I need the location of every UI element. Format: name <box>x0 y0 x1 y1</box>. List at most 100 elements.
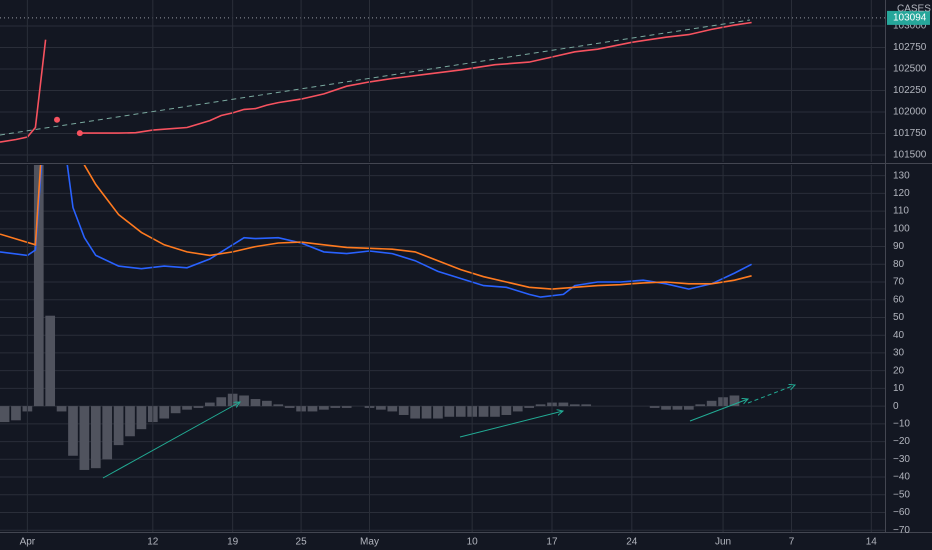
bar <box>45 315 56 407</box>
x-tick-label: Jun <box>715 537 731 548</box>
y-tick-label: −40 <box>893 472 910 483</box>
bar <box>501 406 512 415</box>
y-tick-label: −10 <box>893 418 910 429</box>
bar <box>729 395 740 407</box>
bar <box>444 406 455 417</box>
x-tick-label: 12 <box>147 537 159 548</box>
bar <box>182 406 192 410</box>
bar <box>125 406 135 437</box>
point <box>76 130 83 137</box>
bar <box>113 406 124 446</box>
bar <box>569 404 580 407</box>
bar <box>661 406 671 410</box>
bar <box>706 400 717 407</box>
bar <box>170 406 181 414</box>
arrow <box>459 411 563 438</box>
bar <box>136 406 147 430</box>
y-tick-label: 50 <box>893 312 905 323</box>
bar <box>683 406 694 410</box>
y-tick-label: 103000 <box>893 21 927 32</box>
bar <box>672 406 683 410</box>
y-tick-label: 101750 <box>893 128 927 139</box>
y-tick-label: 60 <box>893 294 905 305</box>
y-tick-label: 130 <box>893 170 910 181</box>
bar <box>193 406 204 408</box>
bar <box>512 406 523 412</box>
y-tick-label: 30 <box>893 348 905 359</box>
x-tick-label: 25 <box>296 537 308 548</box>
grid <box>0 175 885 531</box>
axes: 1015001017501020001022501025001027501030… <box>20 10 930 548</box>
y-tick-label: 110 <box>893 206 909 217</box>
arrow <box>747 385 795 404</box>
bar <box>239 395 249 407</box>
bar <box>410 406 420 419</box>
bar <box>68 406 78 456</box>
bar <box>204 402 215 407</box>
bar <box>455 406 466 417</box>
grid <box>0 25 885 156</box>
bar <box>11 406 21 421</box>
bar <box>56 406 67 412</box>
y-tick-label: 101500 <box>893 150 927 161</box>
arrow <box>689 399 748 422</box>
x-tick-label: Apr <box>20 537 36 548</box>
y-tick-label: −60 <box>893 507 910 518</box>
bar <box>649 406 660 408</box>
bar <box>376 406 386 410</box>
bar <box>398 406 409 415</box>
y-tick-label: 120 <box>893 188 910 199</box>
point <box>54 116 61 123</box>
y-tick-label: 70 <box>893 277 905 288</box>
x-tick-label: 24 <box>626 537 638 548</box>
y-tick-label: 100 <box>893 223 910 234</box>
line <box>0 165 752 298</box>
y-tick-label: 80 <box>893 259 905 270</box>
series-label: CASES <box>897 4 931 15</box>
last-value-label: 103094 <box>893 13 927 24</box>
y-tick-label: −30 <box>893 454 910 465</box>
bar <box>250 399 261 407</box>
bar <box>319 406 329 410</box>
bar <box>216 397 227 407</box>
y-tick-label: 20 <box>893 365 905 376</box>
y-tick-label: 102500 <box>893 64 927 75</box>
y-tick-label: 0 <box>893 401 899 412</box>
y-tick-label: 10 <box>893 383 905 394</box>
bar <box>273 404 284 407</box>
arrow <box>102 402 240 479</box>
bar <box>341 406 352 408</box>
bar <box>558 402 569 407</box>
last-value-tag <box>887 10 930 25</box>
y-tick-label: 102250 <box>893 85 927 96</box>
y-tick-label: −70 <box>893 525 910 536</box>
x-tick-label: 17 <box>546 537 558 548</box>
plot <box>0 165 752 470</box>
x-tick-label: May <box>360 537 379 548</box>
top-pane <box>0 0 885 162</box>
bar <box>478 406 489 417</box>
y-tick-label: −50 <box>893 489 910 500</box>
bar <box>490 406 500 417</box>
bar <box>262 400 272 407</box>
y-tick-label: 40 <box>893 330 905 341</box>
bar <box>159 406 170 419</box>
bar <box>90 406 101 469</box>
bar <box>330 406 341 408</box>
bar <box>33 165 44 407</box>
y-tick-label: 102750 <box>893 42 927 53</box>
x-tick-label: 19 <box>227 537 239 548</box>
bar <box>695 404 706 407</box>
y-tick-label: 102000 <box>893 107 927 118</box>
bar <box>433 406 443 419</box>
drawings <box>0 19 795 479</box>
bar <box>307 406 318 412</box>
bar <box>387 406 398 412</box>
bar <box>102 406 113 460</box>
bar <box>284 406 295 408</box>
x-tick-label: 14 <box>866 537 878 548</box>
bar <box>535 404 546 407</box>
bar <box>79 406 90 470</box>
